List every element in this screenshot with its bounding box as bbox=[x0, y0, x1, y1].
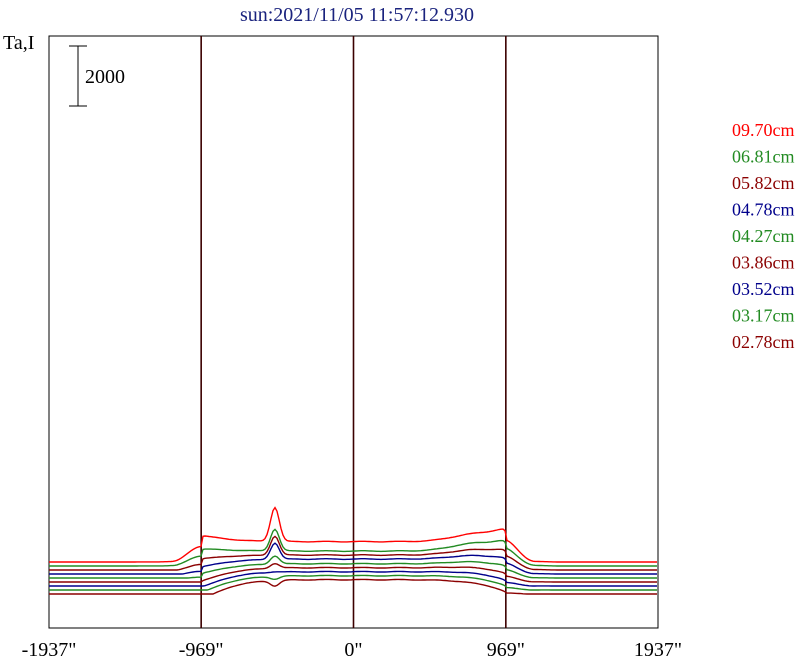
legend-item-03.86cm: 03.86cm bbox=[732, 253, 795, 273]
legend-item-04.27cm: 04.27cm bbox=[732, 226, 795, 246]
x-tick-label-2: 0" bbox=[344, 639, 362, 661]
series-group bbox=[49, 506, 657, 595]
series-line-03.52cm bbox=[49, 570, 657, 587]
x-tick-label-4: 1937" bbox=[634, 639, 682, 661]
legend-item-03.17cm: 03.17cm bbox=[732, 306, 795, 326]
x-tick-labels: -1937" -969" 0" 969" 1937" bbox=[22, 639, 683, 661]
x-tick-label-0: -1937" bbox=[22, 639, 77, 661]
scale-bar: 2000 bbox=[69, 45, 125, 107]
series-line-03.17cm bbox=[49, 574, 657, 591]
legend-item-04.78cm: 04.78cm bbox=[732, 200, 795, 220]
series-line-04.27cm bbox=[49, 555, 657, 579]
series-line-03.86cm bbox=[49, 562, 657, 583]
y-axis-label: Ta,I bbox=[3, 32, 35, 54]
series-line-04.78cm bbox=[49, 542, 657, 575]
chart-title: sun:2021/11/05 11:57:12.930 bbox=[239, 4, 475, 26]
legend-item-09.70cm: 09.70cm bbox=[732, 120, 795, 140]
legend-item-02.78cm: 02.78cm bbox=[732, 332, 795, 352]
series-line-06.81cm bbox=[49, 528, 657, 567]
series-line-09.70cm bbox=[49, 506, 657, 563]
legend-item-05.82cm: 05.82cm bbox=[732, 173, 795, 193]
legend-item-06.81cm: 06.81cm bbox=[732, 147, 795, 167]
legend-item-03.52cm: 03.52cm bbox=[732, 279, 795, 299]
legend: 09.70cm 06.81cm 05.82cm 04.78cm 04.27cm 03.86… bbox=[732, 120, 795, 352]
x-tick-label-3: 969" bbox=[487, 639, 525, 661]
series-line-02.78cm bbox=[49, 578, 657, 595]
vertical-reference-lines bbox=[200, 36, 507, 628]
scale-bar-label: 2000 bbox=[85, 66, 125, 88]
series-line-05.82cm bbox=[49, 535, 657, 571]
x-tick-label-1: -969" bbox=[179, 639, 224, 661]
